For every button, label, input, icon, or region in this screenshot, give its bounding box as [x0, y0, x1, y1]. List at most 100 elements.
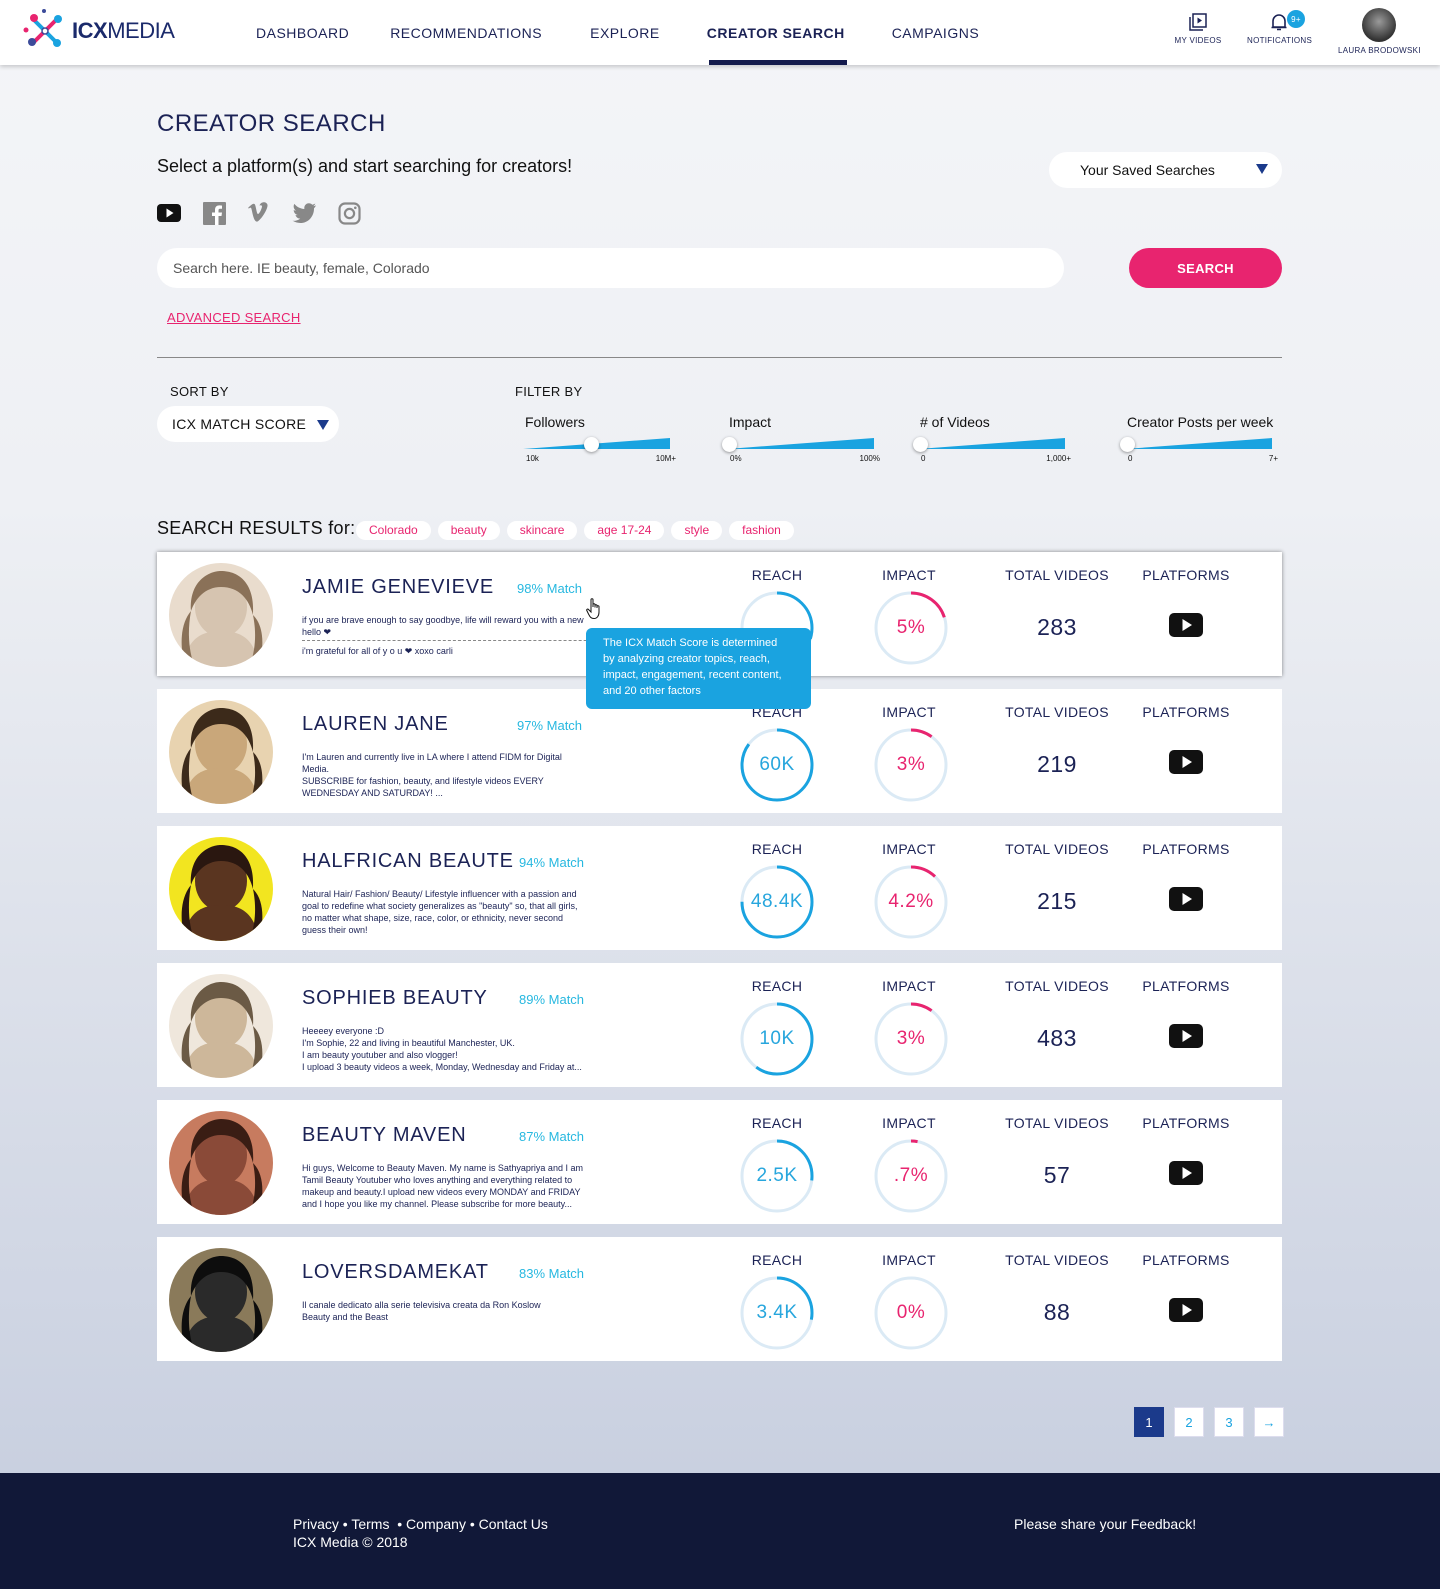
impact-value: .7% [893, 1165, 929, 1186]
vimeo-icon[interactable] [247, 201, 271, 225]
match-score[interactable]: 83% Match [519, 1266, 585, 1281]
impact-ring: 4.2% [873, 864, 949, 940]
reach-arc [740, 1139, 814, 1213]
bio-line: Il canale dedicato alla serie televisiva… [302, 1300, 541, 1310]
page-3-button[interactable]: 3 [1214, 1407, 1244, 1437]
footer-privacy-link[interactable]: Privacy [293, 1516, 339, 1532]
search-tag[interactable]: fashion [729, 521, 794, 540]
nav-explore[interactable]: EXPLORE [590, 24, 660, 41]
saved-searches-dropdown[interactable]: Your Saved Searches [1049, 152, 1282, 188]
slider-handle[interactable] [913, 437, 928, 452]
nav-creator-search[interactable]: CREATOR SEARCH [707, 0, 847, 65]
nav-dashboard[interactable]: DASHBOARD [256, 24, 350, 41]
search-tag[interactable]: Colorado [356, 521, 431, 540]
creator-card[interactable]: SOPHIEB BEAUTY 89% Match Heeeey everyone… [157, 963, 1282, 1087]
followers-slider[interactable]: Followers 10k 10M+ [518, 414, 678, 463]
impact-value: 5% [896, 617, 926, 638]
creator-avatar[interactable] [169, 563, 273, 667]
slider-track[interactable] [518, 436, 678, 452]
impact-slider[interactable]: Impact 0% 100% [722, 414, 882, 463]
match-score[interactable]: 98% Match [517, 581, 583, 596]
page-2-button[interactable]: 2 [1174, 1407, 1204, 1437]
search-tag[interactable]: beauty [437, 521, 500, 540]
youtube-icon[interactable] [1169, 750, 1203, 774]
creator-name[interactable]: HALFRICAN BEAUTE [302, 850, 514, 872]
slider-name: Impact [729, 414, 772, 430]
footer-terms-link[interactable]: Terms [351, 1516, 390, 1532]
top-header: ICXMEDIA DASHBOARD RECOMMENDATIONS EXPLO… [0, 0, 1440, 65]
slider-track[interactable] [913, 436, 1073, 452]
sort-select[interactable]: ICX MATCH SCORE [157, 406, 339, 442]
creator-search-input[interactable] [157, 248, 1064, 288]
feedback-link[interactable]: Please share your Feedback! [1014, 1516, 1197, 1532]
creator-avatar[interactable] [169, 1111, 273, 1215]
creator-avatar[interactable] [169, 974, 273, 1078]
facebook-icon[interactable] [202, 201, 226, 225]
creator-name[interactable]: LOVERSDAMEKAT [302, 1261, 489, 1283]
slider-handle[interactable] [584, 437, 600, 452]
nav-recommendations[interactable]: RECOMMENDATIONS [390, 24, 543, 41]
videos-count-slider[interactable]: # of Videos 0 1,000+ [913, 414, 1073, 463]
match-score[interactable]: 97% Match [517, 718, 583, 733]
search-button[interactable]: SEARCH [1129, 248, 1282, 288]
slider-handle[interactable] [722, 437, 737, 452]
chevron-down-icon [317, 420, 329, 430]
footer-contact-link[interactable]: Contact Us [478, 1516, 548, 1532]
creator-name[interactable]: BEAUTY MAVEN [302, 1124, 467, 1146]
youtube-icon[interactable] [1169, 1024, 1203, 1048]
total-videos-label: TOTAL VIDEOS [1005, 567, 1109, 583]
creator-avatar[interactable] [169, 837, 273, 941]
youtube-icon[interactable] [1169, 613, 1203, 637]
creator-name[interactable]: SOPHIEB BEAUTY [302, 987, 488, 1009]
advanced-search-link[interactable]: ADVANCED SEARCH [167, 310, 301, 325]
nav-campaigns[interactable]: CAMPAIGNS [891, 24, 980, 41]
search-tag[interactable]: style [671, 521, 723, 540]
tooltip-line: impact, engagement, recent content, [603, 669, 782, 681]
youtube-icon[interactable] [1169, 887, 1203, 911]
creator-card[interactable]: LAUREN JANE 97% Match I'm Lauren and cur… [157, 689, 1282, 813]
impact-ring: 3% [873, 727, 949, 803]
youtube-icon[interactable] [1169, 1298, 1203, 1322]
creator-name[interactable]: LAUREN JANE [302, 713, 449, 735]
reach-ring-graphic [740, 728, 814, 802]
impact-value: 3% [896, 1028, 926, 1049]
platform-selector [157, 201, 361, 225]
icx-logo[interactable]: ICXMEDIA [22, 8, 175, 54]
platforms-label: PLATFORMS [1142, 978, 1230, 994]
slider-track[interactable] [1120, 436, 1280, 452]
creator-card[interactable]: HALFRICAN BEAUTE 94% Match Natural Hair/… [157, 826, 1282, 950]
notifications-button[interactable]: 9+ NOTIFICATIONS [1247, 10, 1312, 45]
instagram-icon[interactable] [337, 201, 361, 225]
creator-name[interactable]: JAMIE GENEVIEVE [302, 576, 495, 598]
my-videos-button[interactable]: MY VIDEOS [1172, 12, 1224, 45]
match-score[interactable]: 89% Match [519, 992, 585, 1007]
footer-company-link[interactable]: Company [406, 1516, 466, 1532]
bio-line: goal to redefine what society generalize… [302, 901, 578, 911]
reach-arc [740, 1002, 814, 1076]
creator-card[interactable]: LOVERSDAMEKAT 83% Match Il canale dedica… [157, 1237, 1282, 1361]
search-tag[interactable]: skincare [506, 521, 578, 540]
creator-card[interactable]: BEAUTY MAVEN 87% Match Hi guys, Welcome … [157, 1100, 1282, 1224]
creator-avatar[interactable] [169, 1248, 273, 1352]
impact-ring-graphic [874, 1276, 948, 1350]
creator-avatar[interactable] [169, 700, 273, 804]
slider-range: 0 7+ [1120, 454, 1280, 463]
video-library-icon [1189, 13, 1207, 31]
youtube-icon[interactable] [1169, 1161, 1203, 1185]
slider-track[interactable] [722, 436, 882, 452]
match-score[interactable]: 87% Match [519, 1129, 585, 1144]
twitter-icon[interactable] [292, 201, 316, 225]
posts-per-week-slider[interactable]: Creator Posts per week 0 7+ [1120, 414, 1280, 463]
slider-handle[interactable] [1120, 437, 1135, 452]
reach-ring: 60K [739, 727, 815, 803]
youtube-icon[interactable] [157, 201, 181, 225]
next-page-button[interactable]: → [1254, 1407, 1284, 1437]
total-videos-value: 219 [1037, 751, 1077, 777]
match-score[interactable]: 94% Match [519, 855, 585, 870]
user-name: LAURA BRODOWSKI [1338, 46, 1421, 55]
user-menu[interactable]: LAURA BRODOWSKI [1338, 8, 1421, 55]
search-tag[interactable]: age 17-24 [584, 521, 665, 540]
creator-card[interactable]: JAMIE GENEVIEVE 98% Match if you are bra… [157, 552, 1282, 676]
impact-ring-graphic [874, 865, 948, 939]
page-1-button[interactable]: 1 [1134, 1407, 1164, 1437]
